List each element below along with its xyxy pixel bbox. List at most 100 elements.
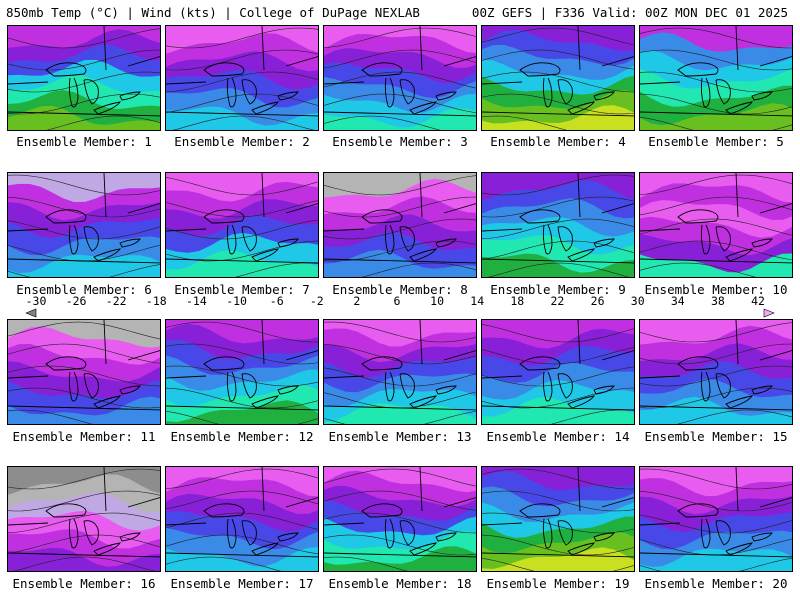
great-lakes-outline xyxy=(8,26,160,117)
temperature-band xyxy=(166,547,318,571)
temperature-band xyxy=(640,547,792,571)
colorbar-tick-label: -26 xyxy=(66,294,87,308)
ensemble-member-caption: Ensemble Member: 4 xyxy=(490,134,626,149)
wind-streamlines xyxy=(482,468,634,571)
colorbar-max-arrow xyxy=(763,308,775,318)
colorbar-tick-label: -6 xyxy=(270,294,284,308)
ensemble-map-8 xyxy=(323,172,477,278)
great-lakes-outline xyxy=(8,467,160,558)
ensemble-map-15 xyxy=(639,319,793,425)
wind-streamlines xyxy=(482,324,634,424)
wind-streamlines xyxy=(640,27,792,130)
great-lakes-outline xyxy=(324,26,476,117)
ensemble-member-caption: Ensemble Member: 20 xyxy=(644,576,788,591)
colorbar-tick-label: 18 xyxy=(510,294,524,308)
colorbar-min-arrow xyxy=(25,308,37,318)
wind-streamlines xyxy=(166,27,318,130)
wind-streamlines xyxy=(166,176,318,277)
ensemble-map-13 xyxy=(323,319,477,425)
great-lakes-outline xyxy=(482,320,634,411)
great-lakes-outline xyxy=(8,173,160,264)
great-lakes-outline xyxy=(640,467,792,558)
ensemble-map-16 xyxy=(7,466,161,572)
great-lakes-outline xyxy=(166,320,318,411)
wind-streamlines xyxy=(482,174,634,277)
colorbar-tick-label: 22 xyxy=(550,294,564,308)
temperature-band xyxy=(640,253,792,277)
temperature-band xyxy=(482,547,634,571)
ensemble-member-caption: Ensemble Member: 8 xyxy=(332,282,468,297)
great-lakes-outline xyxy=(324,467,476,558)
great-lakes-outline xyxy=(166,26,318,117)
wind-streamlines xyxy=(8,468,160,571)
ensemble-member-caption: Ensemble Member: 11 xyxy=(12,429,156,444)
ensemble-map-7 xyxy=(165,172,319,278)
great-lakes-outline xyxy=(8,320,160,411)
ensemble-map-11 xyxy=(7,319,161,425)
ensemble-map-14 xyxy=(481,319,635,425)
colorbar-tick-label: 38 xyxy=(711,294,725,308)
wind-streamlines xyxy=(640,174,792,277)
colorbar-tick-label: 10 xyxy=(430,294,444,308)
great-lakes-outline xyxy=(482,26,634,117)
ensemble-map-9 xyxy=(481,172,635,278)
ensemble-map-4 xyxy=(481,25,635,131)
ensemble-member-caption: Ensemble Member: 13 xyxy=(328,429,472,444)
colorbar-tick-label: 42 xyxy=(751,294,765,308)
ensemble-member-caption: Ensemble Member: 5 xyxy=(648,134,784,149)
ensemble-member-caption: Ensemble Member: 14 xyxy=(486,429,630,444)
temperature-band xyxy=(8,253,160,277)
great-lakes-outline xyxy=(640,26,792,117)
map-title: 850mb Temp (°C) | Wind (kts) | College o… xyxy=(6,5,420,20)
ensemble-member-caption: Ensemble Member: 9 xyxy=(490,282,626,297)
great-lakes-outline xyxy=(166,467,318,558)
ensemble-member-caption: Ensemble Member: 17 xyxy=(170,576,314,591)
ensemble-member-caption: Ensemble Member: 19 xyxy=(486,576,630,591)
colorbar-tick-label: 30 xyxy=(631,294,645,308)
colorbar-tick-label: 2 xyxy=(353,294,360,308)
ensemble-map-10 xyxy=(639,172,793,278)
ensemble-map-1 xyxy=(7,25,161,131)
wind-streamlines xyxy=(166,321,318,424)
ensemble-member-caption: Ensemble Member: 2 xyxy=(174,134,310,149)
great-lakes-outline xyxy=(482,173,634,264)
colorbar-tick-label: -14 xyxy=(186,294,207,308)
wind-streamlines xyxy=(324,27,476,130)
ensemble-member-caption: Ensemble Member: 10 xyxy=(644,282,788,297)
wind-streamlines xyxy=(640,322,792,424)
ensemble-map-18 xyxy=(323,466,477,572)
great-lakes-outline xyxy=(482,467,634,558)
colorbar-tick-label: 26 xyxy=(591,294,605,308)
wind-streamlines xyxy=(8,321,160,424)
model-valid-time: 00Z GEFS | F336 Valid: 00Z MON DEC 01 20… xyxy=(471,5,788,20)
colorbar-tick-label: -2 xyxy=(310,294,324,308)
colorbar-tick-label: -10 xyxy=(226,294,247,308)
great-lakes-outline xyxy=(324,173,476,264)
temperature-band xyxy=(482,253,634,277)
ensemble-map-5 xyxy=(639,25,793,131)
ensemble-member-caption: Ensemble Member: 6 xyxy=(16,282,152,297)
temperature-band xyxy=(482,397,634,424)
temperature-colorbar: -30 -26 -22 -18 -14 -10 -6 -2 2 6 10 14 18 22 26 30 34 38… xyxy=(25,294,775,318)
colorbar-tick-label: -18 xyxy=(146,294,167,308)
temperature-band xyxy=(166,106,318,130)
colorbar-tick-label: -30 xyxy=(26,294,47,308)
temperature-band xyxy=(640,103,792,130)
ensemble-member-caption: Ensemble Member: 1 xyxy=(16,134,152,149)
great-lakes-outline xyxy=(166,173,318,264)
ensemble-map-6 xyxy=(7,172,161,278)
temperature-band xyxy=(8,396,160,424)
temperature-band xyxy=(324,403,476,424)
ensemble-member-caption: Ensemble Member: 18 xyxy=(328,576,472,591)
temperature-band xyxy=(324,249,476,277)
temperature-band xyxy=(166,250,318,277)
colorbar-tick-label: 6 xyxy=(394,294,401,308)
ensemble-map-2 xyxy=(165,25,319,131)
colorbar-tick-label: 34 xyxy=(671,294,685,308)
colorbar-tick-label: -22 xyxy=(106,294,127,308)
ensemble-map-19 xyxy=(481,466,635,572)
ensemble-map-3 xyxy=(323,25,477,131)
ensemble-member-caption: Ensemble Member: 15 xyxy=(644,429,788,444)
ensemble-map-17 xyxy=(165,466,319,572)
ensemble-member-caption: Ensemble Member: 3 xyxy=(332,134,468,149)
